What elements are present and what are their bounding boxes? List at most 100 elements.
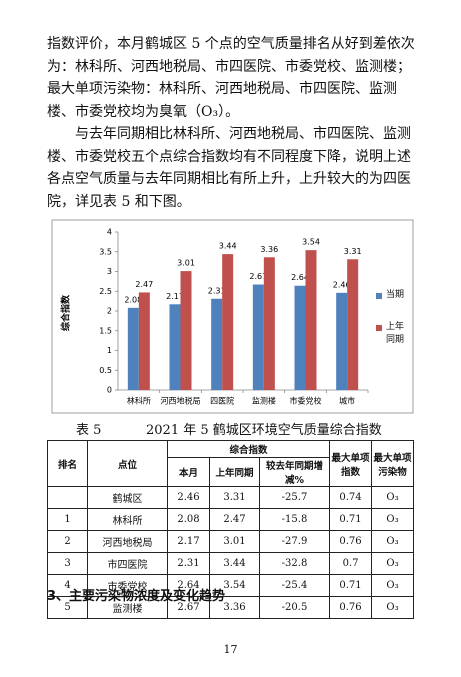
table-row: 5 监测楼 2.67 3.36 -20.5 0.76 O₃ [47, 596, 415, 619]
y-tick-label: 0 [107, 386, 112, 395]
table-cell: 监测楼 [87, 596, 168, 619]
data-label: 2.46 [333, 280, 351, 289]
column-header: 排名 [47, 440, 88, 487]
table-cell: 0.76 [329, 596, 373, 619]
table-cell: -20.5 [258, 596, 331, 619]
x-tick-label: 河西地税局 [161, 396, 201, 406]
data-label: 2.67 [249, 272, 267, 281]
legend-label: 上年同期 [386, 322, 405, 345]
y-axis-title: 综合指数 [60, 294, 72, 331]
bar [263, 257, 275, 390]
bar [347, 259, 359, 390]
y-tick-label: 3 [107, 267, 112, 276]
table-cell: 0.71 [329, 508, 373, 531]
bar [252, 284, 264, 390]
bar [169, 304, 181, 390]
x-tick-label: 市委党校 [290, 396, 322, 406]
table-cell: -32.8 [258, 552, 331, 575]
bar [127, 307, 139, 390]
data-label: 3.36 [260, 245, 278, 254]
table-cell: 2.47 [209, 508, 260, 531]
table-cell: 3.44 [209, 552, 260, 575]
bar [211, 298, 223, 390]
table-cell: 1 [47, 508, 88, 531]
legend-label: 当期 [386, 290, 405, 300]
data-label: 2.47 [135, 280, 153, 289]
table-cell: 3 [47, 552, 88, 575]
bar [305, 250, 317, 390]
table-cell: -27.9 [258, 530, 331, 553]
bar [336, 292, 348, 390]
subcolumn-header: 本月 [167, 457, 210, 487]
subcolumn-header: 上年同期 [209, 457, 260, 487]
y-tick-label: 4 [107, 228, 112, 237]
paragraph: 指数评价，本月鹤城区 5 个点的空气质量排名从好到差依次为：林科所、河西地税局、… [47, 36, 415, 120]
table-row: 鹤城区 2.46 3.31 -25.7 0.74 O₃ [47, 486, 415, 509]
column-header: 点位 [87, 440, 168, 487]
y-tick-label: 2 [107, 307, 112, 316]
x-tick-label: 监测楼 [252, 396, 276, 406]
data-label: 3.54 [302, 238, 320, 247]
data-label: 2.08 [124, 295, 142, 304]
table-cell: 3.31 [209, 486, 260, 509]
table-row: 2 河西地税局 2.17 3.01 -27.9 0.76 O₃ [47, 530, 415, 553]
column-header: 最大单项指数 [329, 440, 373, 487]
table-cell: O₃ [371, 596, 415, 619]
data-label: 2.64 [291, 273, 309, 282]
y-tick-label: 1 [107, 346, 112, 355]
bar [294, 285, 306, 390]
bar [222, 254, 234, 390]
bar [138, 292, 150, 390]
table-cell: O₃ [371, 486, 415, 509]
table-cell: 河西地税局 [87, 530, 168, 553]
table-cell: 3.01 [209, 530, 260, 553]
page-number: 17 [223, 643, 238, 656]
caption-title: 2021 年 5 鹤城区环境空气质量综合指数 [146, 423, 382, 438]
bar [180, 271, 192, 390]
table-cell: 0.71 [329, 574, 373, 597]
legend-swatch [376, 293, 382, 299]
table-cell: 2.08 [167, 508, 210, 531]
paragraph: 与去年同期相比林科所、河西地税局、市四医院、监测楼、市委党校五个点综合指数均有不… [47, 126, 411, 210]
chart: 综合指数 00.511.522.533.54林科所2.082.47河西地税局2.… [51, 219, 414, 414]
table-row: 3 市四医院 2.31 3.44 -32.8 0.7 O₃ [47, 552, 415, 575]
table-body: 鹤城区 2.46 3.31 -25.7 0.74 O₃ 1 林科所 2.08 2.47 -15.8 0… [47, 486, 415, 619]
data-label: 3.01 [177, 259, 195, 268]
caption-label: 表 5 [76, 423, 102, 438]
table-cell: O₃ [371, 552, 415, 575]
y-tick-label: 1.5 [99, 326, 112, 335]
section-heading: 3、主要污染物浓度及变化趋势 [47, 589, 226, 604]
y-tick-label: 2.5 [99, 287, 112, 296]
table-cell: O₃ [371, 574, 415, 597]
data-label: 2.17 [166, 292, 184, 301]
table-cell: 2.46 [167, 486, 210, 509]
table: 排名 点位 综合指数 最大单项指数 最大单项污染物 本月 上年同期 较去年同期增… [47, 440, 415, 619]
x-tick-label: 四医院 [210, 396, 234, 406]
table-cell [47, 486, 88, 509]
table-cell: 市四医院 [87, 552, 168, 575]
table-cell: -25.4 [258, 574, 331, 597]
table-cell: -15.8 [258, 508, 331, 531]
table-cell: 鹤城区 [87, 486, 168, 509]
table-row: 1 林科所 2.08 2.47 -15.8 0.71 O₃ [47, 508, 415, 531]
table-cell: O₃ [371, 508, 415, 531]
table-cell: O₃ [371, 530, 415, 553]
x-tick-label: 城市 [339, 396, 355, 406]
table-cell: 0.7 [329, 552, 373, 575]
table-cell: 0.76 [329, 530, 373, 553]
data-label: 3.44 [219, 242, 237, 251]
y-tick-label: 3.5 [99, 247, 112, 256]
data-label: 3.31 [344, 247, 362, 256]
table-cell: 3.36 [209, 596, 260, 619]
y-tick-label: 0.5 [99, 366, 112, 375]
table-cell: 2 [47, 530, 88, 553]
column-header: 综合指数 [166, 440, 331, 458]
legend-swatch [376, 325, 382, 331]
table-cell: 2.31 [167, 552, 210, 575]
table-cell: 林科所 [87, 508, 168, 531]
table-cell: 0.74 [329, 486, 373, 509]
subcolumn-header: 较去年同期增减% [258, 457, 331, 487]
table-cell: -25.7 [258, 486, 331, 509]
column-header: 最大单项污染物 [371, 440, 415, 487]
